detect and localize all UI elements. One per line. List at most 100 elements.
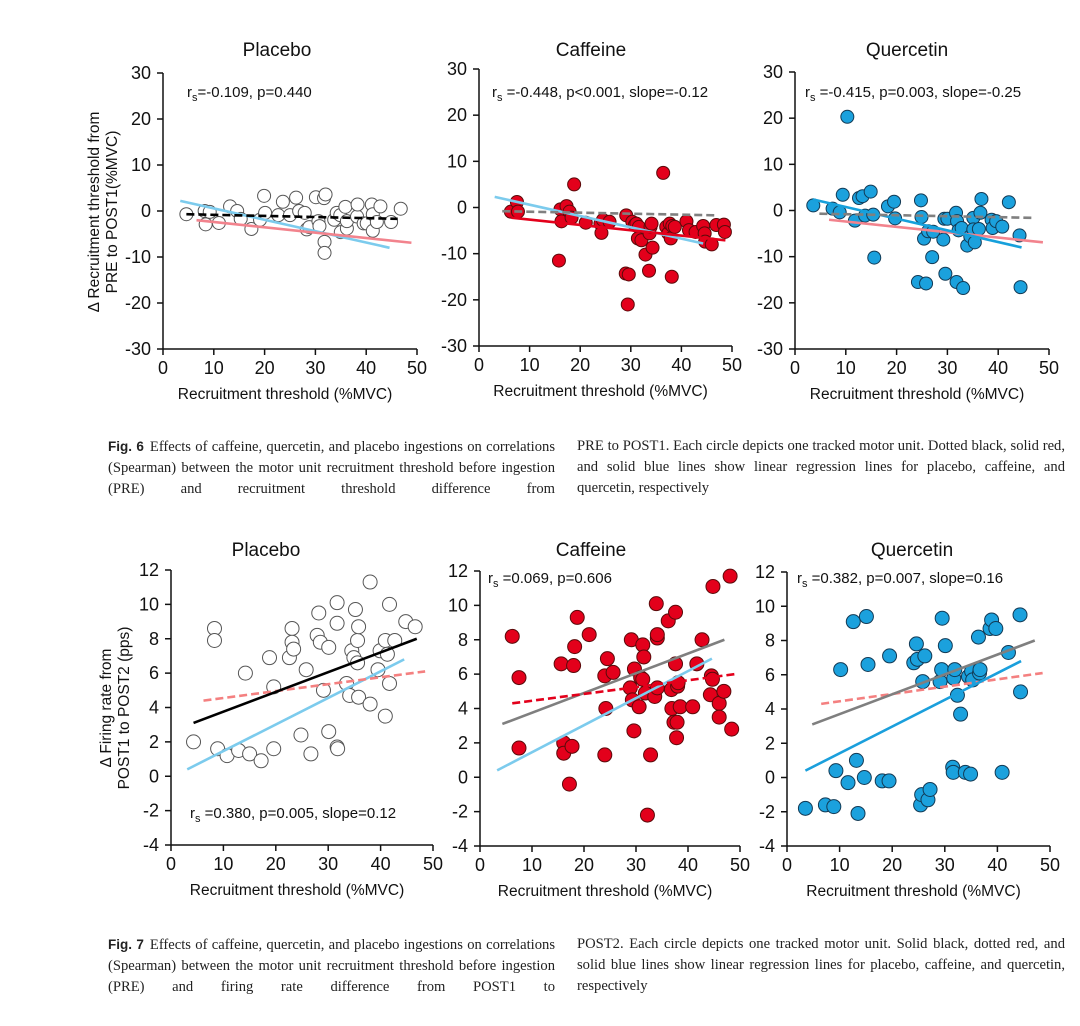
- data-point: [667, 219, 682, 234]
- data-point: [561, 776, 577, 792]
- y-tick-label: 0: [773, 201, 783, 221]
- y-tick-label: 8: [765, 631, 775, 651]
- data-point: [1012, 607, 1028, 623]
- fig6-caption-right: PRE to POST1. Each circle depicts one tr…: [577, 436, 1065, 499]
- y-tick-label: 10: [139, 594, 159, 614]
- data-point: [856, 770, 872, 785]
- y-tick-label: -4: [452, 836, 468, 856]
- x-tick-label: 20: [266, 854, 286, 874]
- data-point: [664, 269, 679, 284]
- y-tick-label: 10: [755, 596, 775, 616]
- y-tick-label: 0: [457, 198, 467, 218]
- y-tick-label: -20: [125, 293, 151, 313]
- correlation-annotation: rs =-0.415, p=0.003, slope=-0.25: [805, 84, 1021, 104]
- data-point: [566, 658, 582, 674]
- annotation-stats: =0.382, p=0.007, slope=0.16: [808, 570, 1004, 587]
- data-point: [668, 604, 684, 620]
- y-tick-label: 20: [447, 105, 467, 125]
- regression-line: [804, 659, 1022, 772]
- x-tick-label: 10: [520, 355, 540, 375]
- regression-line: [511, 216, 726, 242]
- annotation-r: r: [797, 570, 802, 587]
- data-point: [318, 187, 333, 202]
- data-point: [919, 276, 934, 291]
- data-point: [551, 253, 566, 268]
- x-tick-label: 40: [371, 854, 391, 874]
- data-point: [597, 747, 613, 763]
- data-point: [262, 650, 278, 666]
- y-tick-label: 30: [131, 63, 151, 83]
- data-point: [1001, 195, 1016, 210]
- data-point: [724, 721, 740, 737]
- annotation-subscript: s: [195, 813, 201, 825]
- annotation-subscript: s: [810, 92, 816, 104]
- y-tick-label: 0: [458, 767, 468, 787]
- data-point: [1013, 280, 1028, 295]
- data-point: [511, 740, 527, 756]
- data-point: [553, 656, 569, 672]
- data-point: [407, 619, 423, 635]
- x-tick-label: 50: [423, 854, 443, 874]
- annotation-subscript: s: [497, 92, 503, 104]
- data-point: [694, 632, 710, 648]
- scatter-panel-caffeine: Caffeine 0 10 20 30 40 50 30 20 10 0 -10 -20 -30 Recru…: [441, 40, 742, 400]
- panel-title: Caffeine: [556, 40, 626, 61]
- regression-line: [828, 218, 1044, 244]
- x-tick-label: 20: [570, 355, 590, 375]
- data-point: [642, 263, 657, 278]
- data-point: [704, 671, 720, 687]
- y-tick-label: -30: [125, 339, 151, 359]
- x-tick-label: 10: [204, 358, 224, 378]
- data-point: [937, 638, 953, 654]
- x-tick-label: 10: [836, 358, 856, 378]
- data-point: [882, 648, 898, 664]
- data-point: [936, 232, 951, 247]
- annotation-stats: =-0.448, p<0.001, slope=-0.12: [503, 84, 709, 101]
- fig7-caption-text: Effects of caffeine, quercetin, and plac…: [108, 937, 555, 995]
- x-tick-label: 30: [937, 358, 957, 378]
- data-point: [826, 799, 842, 815]
- data-point: [284, 620, 300, 636]
- data-point: [716, 683, 732, 699]
- y-axis-title-line: Δ Firing rate from: [98, 649, 115, 768]
- data-point: [286, 641, 302, 657]
- data-point: [626, 723, 642, 739]
- correlation-annotation: rs =0.380, p=0.005, slope=0.12: [190, 805, 396, 825]
- x-tick-label: 40: [987, 855, 1007, 875]
- data-point: [567, 177, 582, 192]
- annotation-r: r: [187, 84, 192, 101]
- y-tick-label: 0: [765, 768, 775, 788]
- annotation-subscript: s: [192, 92, 198, 104]
- data-point: [860, 656, 876, 672]
- data-point: [858, 609, 874, 625]
- correlation-annotation: rs=-0.109, p=0.440: [187, 84, 312, 104]
- regression-line: [196, 218, 412, 245]
- y-tick-label: 10: [131, 155, 151, 175]
- y-tick-label: 12: [448, 561, 468, 581]
- x-tick-label: 0: [166, 854, 176, 874]
- scatter-panel-placebo: Placebo 0 10 20 30 40 50 30 20 10 0 -10 -20 -30 Recrui…: [125, 40, 427, 403]
- data-point: [669, 714, 685, 730]
- y-tick-label: 12: [755, 562, 775, 582]
- y-axis-title-line: Δ Recruitment threshold from: [86, 112, 103, 313]
- data-point: [971, 221, 986, 236]
- data-point: [639, 807, 655, 823]
- panel-title: Quercetin: [871, 540, 953, 561]
- data-point: [970, 629, 986, 645]
- y-tick-label: 0: [141, 201, 151, 221]
- y-tick-label: 0: [149, 766, 159, 786]
- data-point: [347, 602, 363, 618]
- data-point: [362, 696, 378, 712]
- data-point: [988, 621, 1004, 637]
- y-tick-label: 6: [765, 665, 775, 685]
- correlation-annotation: rs =0.382, p=0.007, slope=0.16: [797, 570, 1003, 590]
- y-tick-label: 2: [149, 732, 159, 752]
- panel-title: Quercetin: [866, 40, 948, 61]
- regression-line: [494, 195, 704, 245]
- data-point: [362, 574, 378, 590]
- y-tick-label: 20: [763, 108, 783, 128]
- y-tick-label: 12: [139, 560, 159, 580]
- y-tick-label: -10: [441, 244, 467, 264]
- correlation-annotation: rs =-0.448, p<0.001, slope=-0.12: [492, 84, 708, 104]
